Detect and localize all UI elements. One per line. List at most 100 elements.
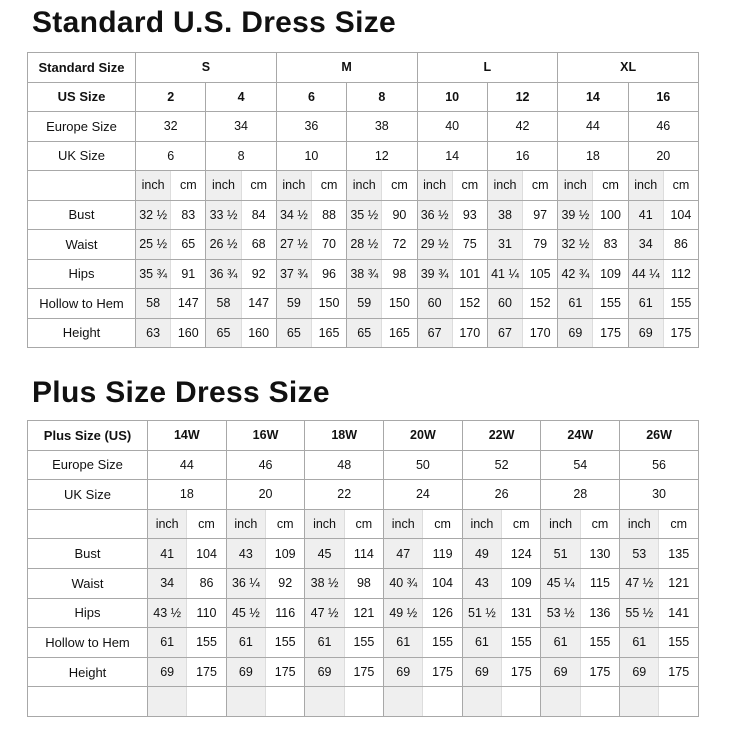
value-cell: 65: [170, 229, 207, 260]
value-cell: 47 ½: [619, 567, 660, 599]
value-cell: 141: [658, 597, 699, 629]
header-cell: 16W: [225, 420, 306, 451]
table-row: Waist 34 86 36 ¼ 92 38 ½ 98 40 ¾ 104 43 109 45 ¼ 115…: [27, 567, 699, 599]
value-cell: 67: [486, 317, 524, 348]
header-cell: 44: [147, 449, 227, 481]
value-cell: 32 ½: [557, 229, 594, 260]
value-cell: 58: [205, 288, 242, 319]
header-cell: 8: [346, 81, 418, 112]
value-cell: 61: [146, 627, 188, 658]
table-row: Hips 43 ½ 110 45 ½ 116 47 ½ 121 49 ½ 126 51 ½ 131 5…: [27, 597, 699, 629]
empty-cell: [27, 686, 148, 717]
value-cell: 104: [186, 538, 227, 569]
value-cell: 59: [275, 288, 312, 319]
value-cell: 175: [579, 656, 621, 688]
value-cell: 155: [186, 627, 227, 658]
table-row: UK Size 6 8 10 12 14 16 18 20: [27, 140, 700, 171]
value-cell: 165: [310, 317, 348, 348]
table-row: Standard Size S M L XL: [27, 52, 699, 83]
unit-cell: cm: [343, 508, 385, 540]
unit-cell: cm: [579, 508, 621, 540]
header-cell: 20: [225, 479, 306, 510]
value-cell: 98: [343, 567, 385, 599]
value-cell: 69: [146, 656, 188, 688]
empty-cell: [619, 686, 660, 717]
value-cell: 34: [146, 567, 188, 599]
value-cell: 155: [658, 627, 699, 658]
unit-cell: cm: [170, 170, 207, 201]
value-cell: 175: [343, 656, 385, 688]
unit-cell: inch: [205, 170, 242, 201]
value-cell: 121: [658, 567, 699, 599]
unit-cell: cm: [662, 170, 700, 201]
value-cell: 135: [658, 538, 699, 569]
table-row: Hollow to Hem 58 147 58 147 59 150 59 150 60 152 60…: [27, 288, 700, 319]
plus-size-table: Plus Size (US) 14W 16W 18W 20W 22W 24W 26W Europ…: [27, 420, 699, 717]
value-cell: 38 ½: [304, 567, 345, 599]
row-label: UK Size: [27, 479, 148, 510]
unit-cell: cm: [381, 170, 418, 201]
value-cell: 155: [265, 627, 306, 658]
header-cell: 12: [346, 140, 418, 171]
unit-cell: inch: [619, 508, 660, 540]
value-cell: 69: [540, 656, 581, 688]
standard-size-table: Standard Size S M L XL US Size 2 4 6 8 10 12 14 16 Eur…: [27, 52, 700, 348]
empty-cell: [146, 686, 188, 717]
value-cell: 35 ¾: [134, 258, 172, 289]
row-label: Hips: [27, 258, 136, 289]
header-cell: 22W: [461, 420, 542, 451]
row-label: Hollow to Hem: [27, 288, 136, 319]
header-cell: 2: [134, 81, 207, 112]
value-cell: 96: [310, 258, 348, 289]
unit-cell: inch: [461, 508, 503, 540]
header-cell: 4: [205, 81, 277, 112]
unit-cell: cm: [240, 170, 277, 201]
value-cell: 51 ½: [461, 597, 503, 629]
value-cell: 44 ¼: [627, 258, 664, 289]
value-cell: 60: [486, 288, 524, 319]
value-cell: 68: [240, 229, 277, 260]
value-cell: 109: [592, 258, 629, 289]
title: Plus Size Dress Size: [32, 376, 330, 409]
value-cell: 79: [522, 229, 559, 260]
table-row: Bust 32 ½ 83 33 ½ 84 34 ½ 88 35 ½ 90 36 ½ 93 38 97 39…: [27, 199, 700, 230]
empty-cell: [304, 686, 345, 717]
header-cell: XL: [557, 52, 699, 83]
table-row: Plus Size (US) 14W 16W 18W 20W 22W 24W 26W: [27, 420, 699, 451]
table-row: Hollow to Hem 61 155 61 155 61 155 61 155 61 155 61…: [27, 627, 699, 658]
value-cell: 165: [381, 317, 418, 348]
header-cell: 44: [557, 111, 629, 142]
value-cell: 170: [451, 317, 488, 348]
table-row: [27, 686, 699, 717]
value-cell: 69: [304, 656, 345, 688]
empty-cell: [461, 686, 503, 717]
header-cell: 8: [205, 140, 277, 171]
value-cell: 155: [343, 627, 385, 658]
value-cell: 39 ½: [557, 199, 594, 230]
title: Standard U.S. Dress Size: [32, 6, 396, 39]
empty-cell: [579, 686, 621, 717]
row-label: Bust: [27, 538, 148, 569]
value-cell: 61: [627, 288, 664, 319]
value-cell: 36 ¼: [225, 567, 267, 599]
value-cell: 121: [343, 597, 385, 629]
value-cell: 175: [265, 656, 306, 688]
value-cell: 61: [540, 627, 581, 658]
value-cell: 91: [170, 258, 207, 289]
value-cell: 36 ½: [416, 199, 453, 230]
value-cell: 104: [422, 567, 463, 599]
table-row: inch cm inch cm inch cm inch cm inch cm inch cm inch…: [27, 508, 699, 540]
value-cell: 49: [461, 538, 503, 569]
unit-cell: inch: [146, 508, 188, 540]
unit-cell: inch: [540, 508, 581, 540]
value-cell: 126: [422, 597, 463, 629]
header-cell: 46: [627, 111, 700, 142]
table-row: inch cm inch cm inch cm inch cm inch cm inch cm inch…: [27, 170, 700, 201]
value-cell: 28 ½: [346, 229, 383, 260]
value-cell: 33 ½: [205, 199, 242, 230]
header-cell: S: [135, 52, 277, 83]
empty-cell: [225, 686, 267, 717]
value-cell: 104: [662, 199, 700, 230]
value-cell: 110: [186, 597, 227, 629]
